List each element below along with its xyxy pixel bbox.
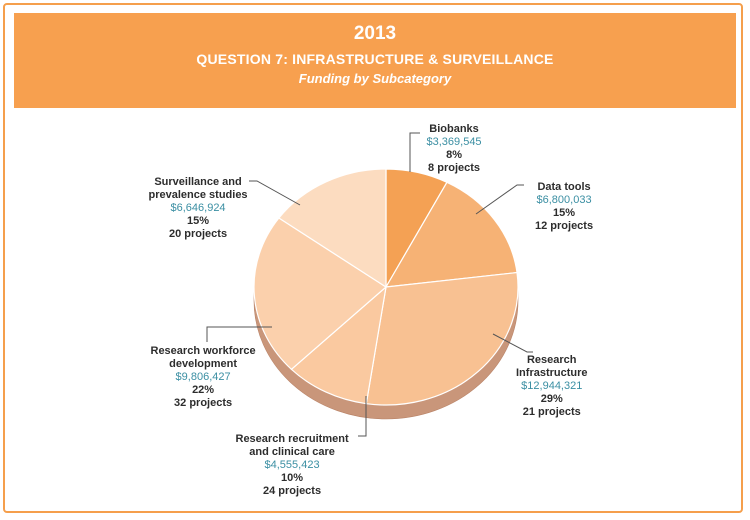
- slice-label-amount: $9,806,427: [175, 371, 231, 383]
- slice-label: Surveillance and prevalence studies $6,646…: [149, 176, 248, 241]
- slice-label: Research recruitment and clinical care $4,…: [236, 433, 349, 498]
- chart-year: 2013: [353, 23, 397, 44]
- leader-line: [492, 333, 533, 353]
- slice-label-amount: $3,369,545: [426, 136, 482, 148]
- pie-slice: [278, 168, 387, 289]
- slice-label-name: Research recruitment: [235, 433, 349, 445]
- pie-slice: [290, 285, 387, 405]
- slice-label-name: Research: [526, 354, 577, 366]
- slice-label-projects: 21 projects: [522, 406, 581, 418]
- slice-label-amount: $6,800,033: [536, 194, 592, 206]
- slice-label-percent: 10%: [281, 472, 304, 484]
- slice-label-name: Surveillance and: [154, 176, 242, 188]
- slice-label: Research workforce development $9,806,427 2…: [151, 345, 256, 410]
- slice-label-name: development: [169, 358, 238, 370]
- slice-label-name: Infrastructure: [516, 367, 588, 379]
- slice-label-percent: 15%: [553, 207, 576, 219]
- pie-slice: [365, 271, 519, 406]
- slice-label-name: prevalence studies: [148, 189, 248, 201]
- leader-line: [249, 180, 301, 206]
- slice-label-name: and clinical care: [249, 446, 335, 458]
- slice-label: Research Infrastructure $12,944,321 29% 21 p…: [516, 354, 588, 419]
- leader-line: [206, 326, 272, 342]
- slice-label-projects: 8 projects: [428, 162, 481, 174]
- chart-question: QUESTION 7: INFRASTRUCTURE & SURVEILLANC…: [196, 51, 554, 67]
- slice-label-percent: 8%: [446, 149, 462, 161]
- slice-label-name: Research workforce: [150, 345, 256, 357]
- pie-slice: [253, 217, 387, 371]
- slice-label-amount: $6,646,924: [170, 202, 226, 214]
- slice-label-projects: 32 projects: [174, 397, 233, 409]
- slice-label: Biobanks $3,369,545 8% 8 projects: [427, 123, 482, 175]
- leader-line: [409, 132, 420, 172]
- slice-label: Data tools $6,800,033 15% 12 projects: [535, 181, 593, 233]
- slice-label-projects: 20 projects: [168, 228, 228, 240]
- chart-frame: [3, 3, 743, 513]
- slice-label-percent: 29%: [540, 393, 563, 405]
- slice-label-projects: 12 projects: [535, 220, 594, 232]
- leader-line: [475, 184, 524, 215]
- title-banner: 2013 QUESTION 7: INFRASTRUCTURE & SURVEI…: [14, 13, 736, 108]
- chart-subtitle: Funding by Subcategory: [298, 71, 452, 86]
- slice-label-percent: 15%: [187, 215, 210, 227]
- slice-label-name: Data tools: [537, 181, 591, 193]
- slice-label-amount: $12,944,321: [521, 380, 583, 392]
- slice-label-amount: $4,555,423: [264, 459, 320, 471]
- slice-label-percent: 22%: [192, 384, 215, 396]
- slice-label-projects: 24 projects: [263, 485, 322, 497]
- slice-label-name: Biobanks: [429, 123, 479, 135]
- leader-line: [358, 396, 367, 437]
